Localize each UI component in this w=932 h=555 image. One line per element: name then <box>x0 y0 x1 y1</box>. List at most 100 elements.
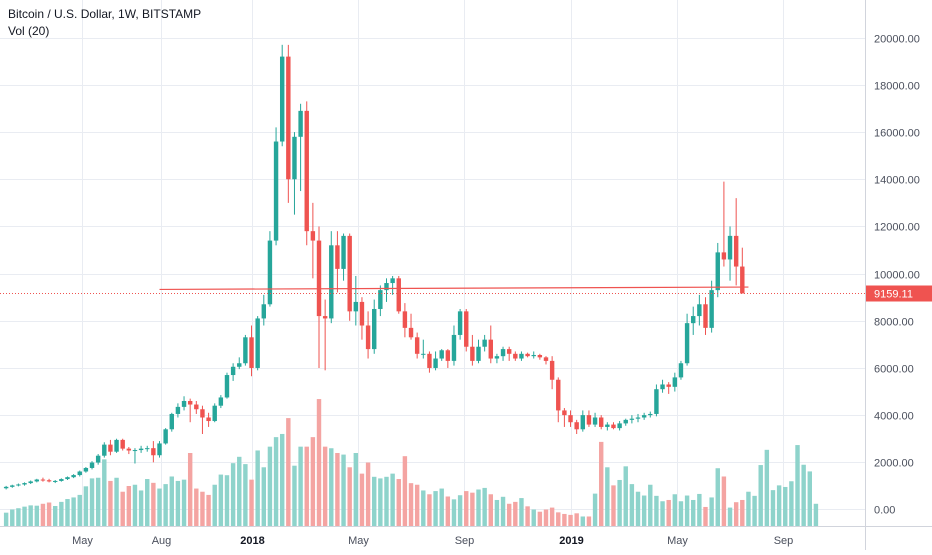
volume-bar <box>378 478 383 526</box>
volume-bar <box>335 453 340 526</box>
candles <box>3 44 745 490</box>
y-tick-label: 6000.00 <box>874 364 914 376</box>
candle-body <box>151 448 156 456</box>
volume-bar <box>89 478 95 526</box>
volume-bar <box>525 506 530 526</box>
volume-bar <box>709 497 714 526</box>
candle-body <box>365 325 371 350</box>
candle-body <box>237 363 242 367</box>
candle-body <box>733 235 739 267</box>
candle-body <box>513 353 518 359</box>
volume-bar <box>519 498 524 526</box>
candle-body <box>3 486 9 489</box>
last-price-label: 9159.11 <box>874 289 913 301</box>
candle-body <box>108 444 113 452</box>
volume-bar <box>16 508 21 526</box>
candle-body <box>488 339 493 359</box>
candle-body <box>16 484 21 486</box>
volume-bar <box>433 491 438 526</box>
volume-bar <box>549 507 555 526</box>
candle-body <box>556 379 561 411</box>
volume-bar <box>451 499 457 526</box>
volume-bar <box>598 441 604 526</box>
candle-body <box>451 334 457 361</box>
volume-bar <box>770 490 776 526</box>
volume-bar <box>807 471 812 526</box>
volume-bar <box>138 490 144 526</box>
candle-body <box>654 389 659 414</box>
volume-bar <box>500 496 506 526</box>
volume-bar <box>65 499 70 526</box>
volume-bar <box>414 484 420 526</box>
volume-bar <box>200 491 205 526</box>
candle-body <box>230 366 236 376</box>
volume-bar <box>629 484 635 526</box>
volume-bar <box>746 491 751 526</box>
candle-body <box>464 311 469 347</box>
volume-bar <box>10 509 15 526</box>
candle-body <box>212 405 217 422</box>
volume-bar <box>316 399 322 526</box>
volume-bar <box>623 466 628 526</box>
x-tick-label: Sep <box>774 535 794 547</box>
volume-bar <box>249 479 254 526</box>
overlays: 9159.11 <box>0 285 932 302</box>
candle-body <box>22 483 27 485</box>
candle-body <box>53 480 58 482</box>
candle-body <box>666 384 671 387</box>
candle-body <box>114 439 119 452</box>
volume-bar <box>537 511 543 526</box>
candle-body <box>519 353 524 359</box>
candle-body <box>531 354 536 357</box>
candle-body <box>194 404 199 410</box>
volume-bar <box>562 513 567 526</box>
candle-body <box>421 353 426 355</box>
volume-bar <box>531 509 536 526</box>
candle-body <box>470 346 475 361</box>
candle-body <box>261 304 267 319</box>
volume-bar <box>574 513 579 526</box>
candle-body <box>476 346 481 361</box>
volume-bar <box>408 483 414 526</box>
volume-bar <box>783 486 788 526</box>
candle-body <box>703 304 708 328</box>
volume-bar <box>273 437 279 526</box>
volume-bar <box>40 503 46 526</box>
volume-bar <box>163 484 168 526</box>
volume-bar <box>46 502 52 526</box>
candle-body <box>267 240 273 305</box>
volume-bar <box>255 450 260 526</box>
candle-body <box>598 417 604 427</box>
volume-bar <box>126 486 132 526</box>
volume-bar <box>476 489 481 526</box>
candle-body <box>65 477 70 480</box>
candle-body <box>500 349 506 357</box>
candle-body <box>163 429 168 444</box>
candle-body <box>279 56 285 142</box>
volume-bar <box>764 449 770 526</box>
y-tick-label: 14000.00 <box>874 175 920 187</box>
volume-bar <box>678 501 684 526</box>
candle-body <box>292 136 297 180</box>
volume-bar <box>697 493 702 526</box>
candle-body <box>592 417 598 425</box>
volume-bar <box>230 463 236 526</box>
volume-bar <box>727 507 733 526</box>
x-tick-label: May <box>667 535 688 547</box>
candle-body <box>678 363 684 378</box>
candle-body <box>335 245 340 269</box>
volume-bar <box>684 495 690 526</box>
candle-body <box>347 235 352 312</box>
volume-bar <box>464 491 469 526</box>
candle-body <box>721 252 727 260</box>
volume-bar <box>390 473 395 526</box>
volume-bar <box>28 505 33 526</box>
candle-body <box>586 415 592 425</box>
volume-bar <box>353 453 359 526</box>
volume-bar <box>286 418 291 526</box>
candle-body <box>40 479 46 481</box>
volume-bar <box>586 516 592 526</box>
